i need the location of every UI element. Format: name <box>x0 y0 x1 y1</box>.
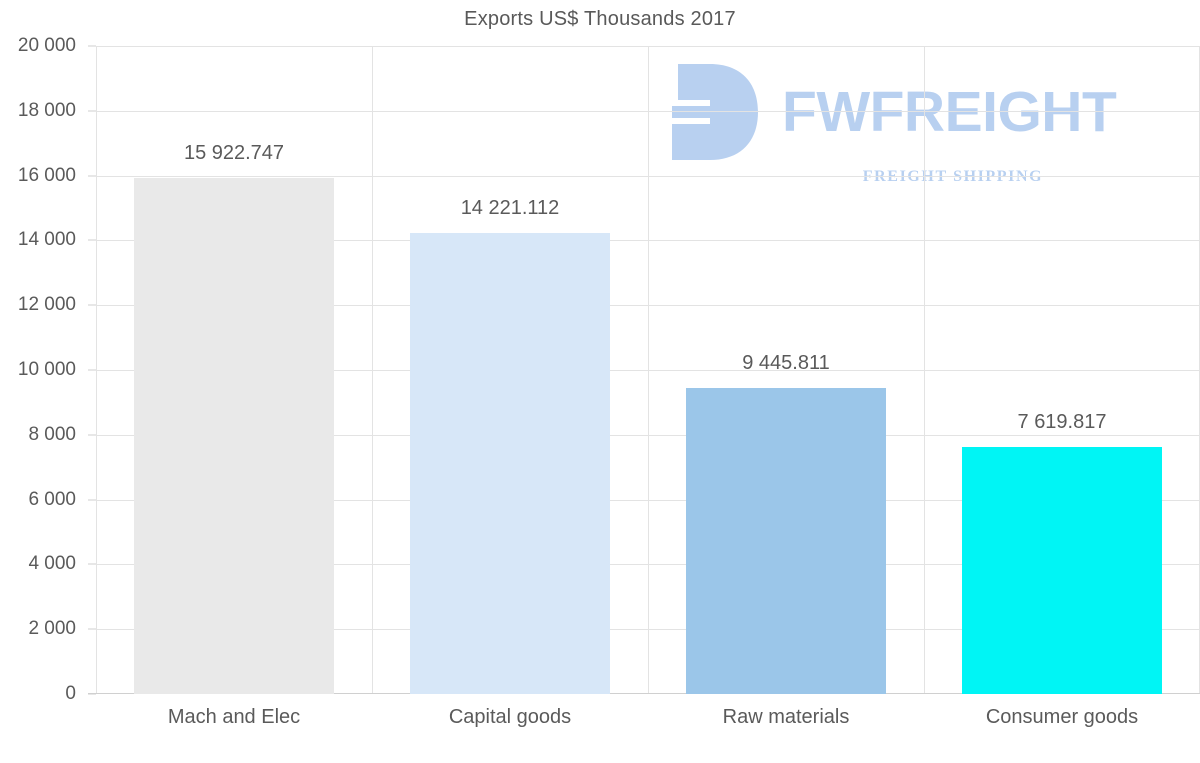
y-axis-tick-label: 4 000 <box>28 553 76 575</box>
y-axis-tick-label: 12 000 <box>17 294 76 316</box>
y-axis-tick-label: 10 000 <box>17 359 76 380</box>
y-axis-tick-label: 0 <box>65 683 76 704</box>
gridline-vertical <box>96 46 97 694</box>
y-axis-tick-label: 16 000 <box>17 164 76 186</box>
bar[interactable] <box>409 233 611 694</box>
gridline-vertical <box>372 46 373 694</box>
y-axis-tick-mark <box>88 628 96 630</box>
bar-value-label: 9 445.811 <box>742 351 830 374</box>
y-axis-tick-label: 20 000 <box>17 35 76 56</box>
y-axis-tick-mark <box>88 563 96 565</box>
y-axis-tick-mark <box>88 110 96 112</box>
chart-title: Exports US$ Thousands 2017 <box>464 8 736 30</box>
bar[interactable] <box>685 387 887 694</box>
y-axis-tick-mark <box>88 304 96 306</box>
x-axis-category-label: Consumer goods <box>985 706 1139 728</box>
y-axis-tick-mark <box>88 239 96 241</box>
gridline-vertical <box>924 46 925 694</box>
x-axis-line <box>88 693 1200 694</box>
y-axis-tick-label: 6 000 <box>28 488 76 510</box>
y-axis-tick-label: 14 000 <box>17 229 76 251</box>
gridline-vertical <box>648 46 649 694</box>
y-axis-tick-label: 8 000 <box>28 423 76 445</box>
y-axis-tick-mark <box>88 434 96 436</box>
x-axis-category-label: Raw materials <box>722 706 850 728</box>
y-axis-tick-mark <box>88 693 96 695</box>
x-axis-category-label: Capital goods <box>448 706 572 728</box>
bar-value-label: 15 922.747 <box>183 142 285 165</box>
y-axis-tick-mark <box>88 369 96 371</box>
bar[interactable] <box>133 178 335 694</box>
plot-area: 0 2 000 4 000 6 000 8 000 10 000 12 000 14 000 1… <box>18 35 1200 704</box>
bar-value-label: 14 221.112 <box>460 197 560 220</box>
x-axis-category-label: Mach and Elec <box>167 706 301 728</box>
y-axis-tick-label: 2 000 <box>28 618 76 640</box>
y-axis-tick-label: 18 000 <box>17 99 76 121</box>
bar[interactable] <box>961 447 1163 694</box>
y-axis-tick-mark <box>88 499 96 501</box>
y-axis-tick-mark <box>88 45 96 47</box>
y-axis-tick-mark <box>88 175 96 177</box>
bar-value-label: 7 619.817 <box>1017 411 1107 434</box>
